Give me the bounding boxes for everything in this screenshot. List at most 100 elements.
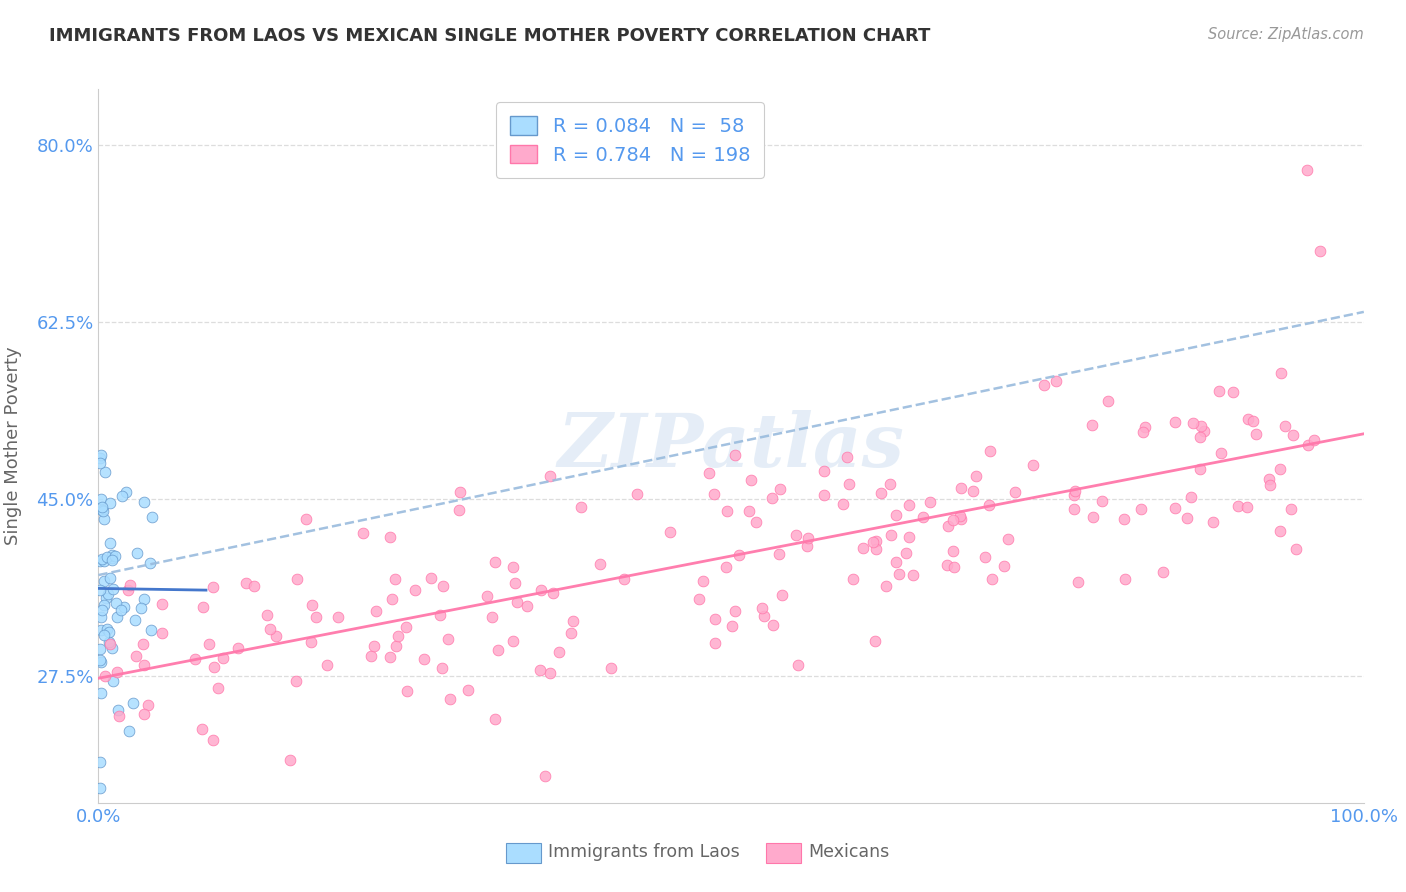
Point bbox=[326, 610, 349, 624]
Point bbox=[207, 681, 229, 695]
Point bbox=[831, 497, 853, 511]
Point bbox=[1268, 461, 1291, 475]
Point bbox=[768, 547, 790, 561]
Point bbox=[745, 516, 768, 530]
Point bbox=[562, 615, 585, 629]
Point bbox=[1135, 420, 1157, 434]
Point bbox=[484, 555, 506, 569]
Point bbox=[901, 568, 924, 582]
Point bbox=[285, 572, 308, 586]
Point bbox=[98, 635, 121, 649]
Point bbox=[1032, 378, 1054, 392]
Point bbox=[838, 477, 860, 491]
Point bbox=[1175, 511, 1198, 525]
Point bbox=[93, 574, 115, 589]
Point bbox=[138, 556, 160, 570]
Point bbox=[1237, 412, 1260, 426]
Point bbox=[316, 657, 339, 672]
Point bbox=[796, 540, 818, 554]
Point bbox=[201, 580, 224, 594]
Point bbox=[1281, 427, 1303, 442]
Point bbox=[697, 467, 720, 481]
Point bbox=[394, 620, 416, 634]
Point bbox=[721, 618, 744, 632]
Point bbox=[93, 627, 115, 641]
Point bbox=[813, 464, 835, 478]
Point bbox=[432, 579, 454, 593]
Legend: R = 0.084   N =  58, R = 0.784   N = 198: R = 0.084 N = 58, R = 0.784 N = 198 bbox=[496, 103, 763, 178]
Point bbox=[447, 503, 470, 517]
Point bbox=[1296, 438, 1319, 452]
Point bbox=[936, 519, 959, 533]
Point bbox=[1129, 502, 1152, 516]
Point bbox=[1211, 446, 1233, 460]
Point bbox=[98, 535, 121, 549]
Point bbox=[1164, 415, 1187, 429]
Point bbox=[193, 600, 215, 615]
Point bbox=[129, 601, 152, 615]
Point bbox=[90, 609, 112, 624]
Point bbox=[502, 634, 524, 648]
Point bbox=[1244, 427, 1267, 442]
Point bbox=[869, 486, 891, 500]
Point bbox=[728, 548, 751, 562]
Point bbox=[1188, 430, 1211, 444]
Point bbox=[183, 651, 205, 665]
Text: IMMIGRANTS FROM LAOS VS MEXICAN SINGLE MOTHER POVERTY CORRELATION CHART: IMMIGRANTS FROM LAOS VS MEXICAN SINGLE M… bbox=[49, 27, 931, 45]
Point bbox=[89, 451, 111, 466]
Point bbox=[131, 637, 153, 651]
Point bbox=[589, 557, 612, 571]
Point bbox=[935, 558, 957, 572]
Point bbox=[89, 554, 111, 568]
Point bbox=[993, 559, 1015, 574]
Point bbox=[704, 636, 727, 650]
Point bbox=[1081, 509, 1104, 524]
Point bbox=[98, 637, 121, 651]
Point bbox=[1004, 484, 1026, 499]
Point bbox=[1308, 244, 1330, 259]
Point bbox=[98, 496, 121, 510]
Point bbox=[413, 652, 436, 666]
Point bbox=[626, 487, 648, 501]
Point bbox=[202, 660, 225, 674]
Point bbox=[865, 542, 887, 557]
Point bbox=[1045, 374, 1067, 388]
Point bbox=[912, 509, 935, 524]
Point bbox=[502, 560, 524, 574]
Point bbox=[107, 703, 129, 717]
Point bbox=[94, 465, 117, 479]
Point bbox=[105, 610, 128, 624]
Point bbox=[91, 502, 114, 516]
Point bbox=[1067, 574, 1090, 589]
Point bbox=[429, 608, 451, 623]
Point bbox=[1182, 417, 1205, 431]
Point bbox=[1152, 566, 1174, 580]
Point bbox=[264, 629, 287, 643]
Point bbox=[104, 549, 127, 564]
Point bbox=[89, 583, 111, 598]
Point bbox=[979, 444, 1001, 458]
Point bbox=[897, 499, 920, 513]
Point bbox=[716, 503, 738, 517]
Point bbox=[134, 591, 156, 606]
Point bbox=[862, 534, 884, 549]
Point bbox=[529, 582, 551, 597]
Point bbox=[1241, 414, 1264, 428]
Point bbox=[688, 592, 710, 607]
Point bbox=[1180, 490, 1202, 504]
Point bbox=[299, 635, 322, 649]
Point bbox=[96, 549, 118, 564]
Point bbox=[761, 617, 783, 632]
Point bbox=[950, 512, 973, 526]
Point bbox=[457, 683, 479, 698]
Point bbox=[740, 473, 762, 487]
Point bbox=[243, 579, 266, 593]
Point bbox=[548, 645, 571, 659]
Point bbox=[751, 600, 773, 615]
Point bbox=[769, 483, 792, 497]
Point bbox=[190, 722, 212, 736]
Point bbox=[1097, 394, 1119, 409]
Point bbox=[114, 484, 136, 499]
Point bbox=[101, 550, 124, 565]
Point bbox=[295, 512, 318, 526]
